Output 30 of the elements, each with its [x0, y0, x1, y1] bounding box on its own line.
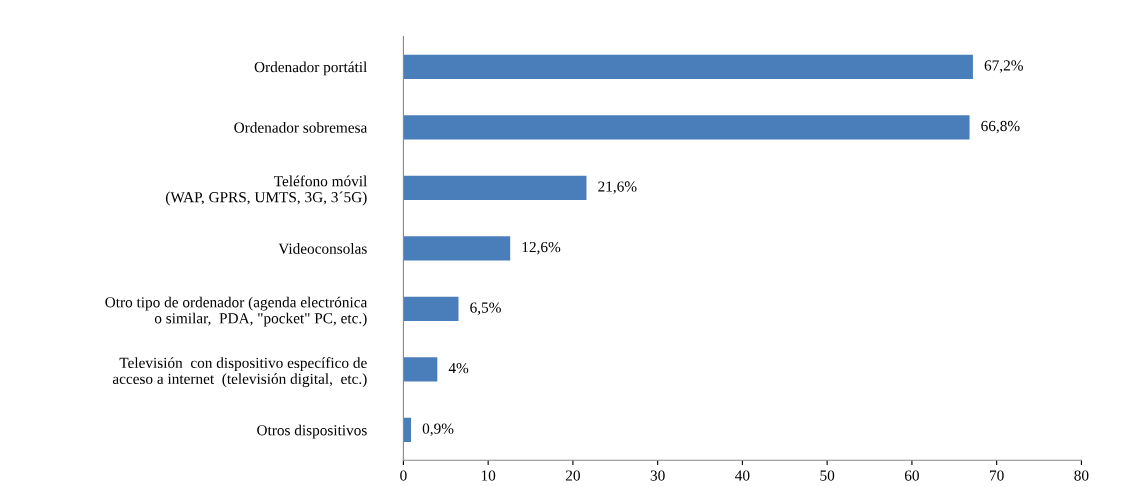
y-tick-label: Otro tipo de ordenador (agenda electrónica o similar, PDA, "pocket" PC, etc.): [105, 296, 368, 327]
bar: [403, 175, 587, 200]
data-label: 12,6%: [522, 241, 561, 255]
bar: [403, 236, 511, 261]
x-tick-label: 80: [1074, 470, 1089, 481]
x-tick-label: 10: [481, 470, 496, 481]
data-label: 4%: [448, 362, 469, 374]
x-tick-label: 60: [904, 470, 919, 481]
data-label: 21,6%: [598, 181, 637, 194]
x-tick-label: 50: [820, 470, 835, 481]
data-label: 6,5%: [470, 302, 501, 315]
bar: [403, 54, 973, 79]
x-tick-label: 30: [650, 470, 665, 481]
x-tick-label: 70: [990, 470, 1004, 481]
bar: [403, 296, 459, 321]
data-label: 67,2%: [984, 60, 1023, 73]
data-label: 66,8%: [981, 120, 1020, 134]
y-tick-label: Teléfono móvil (WAP, GPRS, UMTS, 3G, 3´5G): [165, 175, 367, 206]
bar: [403, 417, 412, 443]
bar: [403, 115, 970, 140]
bar: [403, 357, 438, 382]
y-tick-label: Televisión con dispositivo específico de acceso a internet (televisión digital, etc.): [112, 357, 367, 388]
y-tick-label: Videoconsolas: [278, 243, 367, 254]
data-label: 0,9%: [422, 423, 454, 436]
x-tick-label: 40: [735, 470, 750, 481]
y-tick-label: Ordenador portátil: [254, 61, 367, 76]
x-tick-label: 20: [565, 470, 580, 481]
y-tick-label: Ordenador sobremesa: [234, 122, 368, 133]
y-tick-label: Otros dispositivos: [257, 424, 367, 439]
x-tick-label: 0: [400, 470, 407, 481]
